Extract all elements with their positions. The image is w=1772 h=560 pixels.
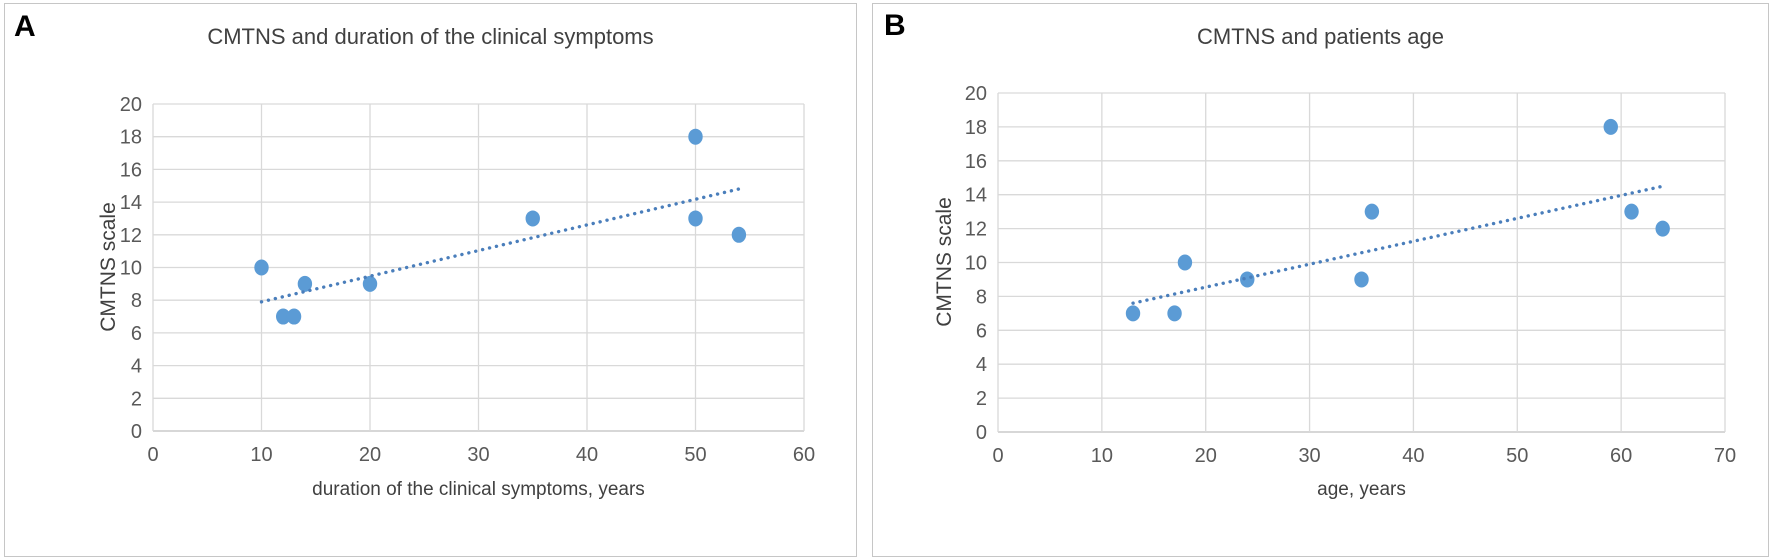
y-tick-label: 6 — [976, 320, 987, 342]
chart-panel-a: A CMTNS and duration of the clinical sym… — [4, 3, 857, 557]
data-point — [1655, 220, 1670, 237]
y-tick-label: 16 — [120, 159, 142, 181]
scatter-plot-a: 0 2 4 6 8 10 12 14 16 18 20 0 10 20 30 40 50 60 — [120, 94, 815, 466]
data-point — [276, 308, 291, 325]
x-axis-title-b: age, years — [1317, 479, 1406, 500]
y-tick-label: 10 — [965, 253, 987, 275]
chart-title-a: CMTNS and duration of the clinical sympt… — [207, 24, 654, 49]
data-point — [362, 275, 378, 292]
y-tick-label: 8 — [131, 290, 142, 312]
y-tick-label: 10 — [120, 258, 142, 280]
x-tick-label: 10 — [1091, 445, 1113, 467]
data-point — [1603, 118, 1618, 135]
x-tick-label: 10 — [250, 444, 272, 466]
data-point — [286, 308, 302, 325]
panel-label-a: A — [14, 10, 36, 43]
y-tick-label: 16 — [965, 151, 987, 173]
x-tick-label: 40 — [576, 444, 598, 466]
data-point — [688, 128, 703, 145]
data-point — [1624, 203, 1639, 220]
chart-title-b: CMTNS and patients age — [1196, 24, 1445, 49]
data-point — [254, 259, 269, 276]
x-tick-label: 60 — [1610, 445, 1632, 467]
x-tick-label: 50 — [1506, 445, 1528, 467]
y-tick-label: 0 — [131, 421, 142, 443]
y-tick-label: 12 — [965, 219, 987, 241]
x-tick-label: 0 — [147, 444, 158, 466]
y-tick-label: 0 — [976, 422, 987, 444]
trendline — [1131, 184, 1665, 305]
data-point — [1240, 271, 1255, 288]
y-tick-label: 14 — [965, 185, 987, 207]
data-point — [297, 275, 313, 292]
data-point — [1177, 254, 1193, 271]
x-tick-label: 30 — [1298, 445, 1320, 467]
y-tick-label: 2 — [131, 388, 142, 410]
x-tick-label: 50 — [684, 444, 706, 466]
data-point — [1167, 305, 1182, 322]
y-tick-label: 18 — [120, 127, 142, 149]
y-tick-label: 4 — [131, 356, 142, 378]
x-tick-label: 40 — [1402, 445, 1424, 467]
data-point — [688, 210, 703, 227]
y-tick-label: 6 — [131, 323, 142, 345]
data-point — [731, 226, 747, 243]
y-tick-label: 8 — [976, 286, 987, 308]
data-point — [1364, 203, 1380, 220]
y-tick-label: 14 — [120, 192, 142, 214]
x-tick-label: 20 — [359, 444, 381, 466]
x-tick-label: 70 — [1714, 445, 1736, 467]
trendline — [259, 187, 741, 304]
x-tick-label: 0 — [992, 445, 1003, 467]
y-tick-label: 12 — [120, 225, 142, 247]
x-tick-label: 20 — [1195, 445, 1217, 467]
y-tick-label: 18 — [965, 117, 987, 139]
scatter-plot-b: 0 2 4 6 8 10 12 14 16 18 20 0 10 20 30 40 50 60 70 — [965, 83, 1736, 467]
y-tick-label: 20 — [120, 94, 142, 116]
x-axis-title-a: duration of the clinical symptoms, years — [312, 479, 645, 500]
y-tick-label: 20 — [965, 83, 987, 105]
data-point — [525, 210, 540, 227]
x-tick-label: 60 — [793, 444, 815, 466]
x-tick-label: 30 — [467, 444, 489, 466]
data-point — [1125, 305, 1141, 322]
data-point — [1354, 271, 1369, 288]
panel-label-b: B — [884, 9, 906, 42]
y-tick-label: 4 — [976, 354, 987, 376]
y-tick-label: 2 — [976, 388, 987, 410]
